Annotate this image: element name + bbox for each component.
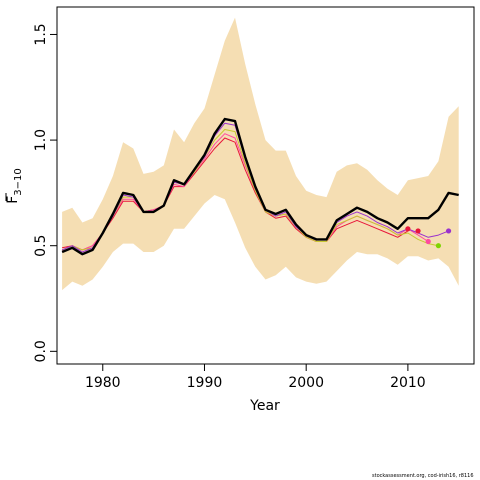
- terminal-point-2012: [425, 238, 431, 245]
- series-line-2: [61, 137, 409, 251]
- x-tick-label-2010: 2010: [390, 375, 426, 391]
- x-tick-label-1990: 1990: [187, 375, 223, 391]
- series-lines: [61, 117, 459, 256]
- terminal-point-2013: [435, 243, 442, 249]
- y-axis-title-main: F: [5, 196, 21, 204]
- svg-text:F3−10: F3−10: [5, 168, 24, 204]
- terminal-points: [405, 226, 452, 249]
- y-axis: 0.0 0.5 1.0 1.5: [33, 23, 57, 362]
- x-tick-label-1980: 1980: [85, 375, 121, 391]
- y-axis-title-sub: 3−10: [13, 168, 24, 195]
- x-axis: 1980 1990 2000 2010: [85, 364, 426, 391]
- series-line-1: [61, 117, 459, 256]
- terminal-point-2014: [445, 228, 452, 234]
- x-axis-title: Year: [249, 398, 280, 414]
- terminal-point-2010: [405, 226, 411, 232]
- terminal-point-2011: [415, 228, 421, 234]
- y-tick-label-3: 1.5: [33, 23, 49, 45]
- plot-frame: [56, 6, 475, 365]
- credit-text: stockassessment.org, cod-irish16, r8116: [372, 473, 474, 479]
- series-line-4: [61, 129, 439, 251]
- y-tick-label-2: 1.0: [33, 129, 49, 151]
- x-tick-label-2000: 2000: [288, 375, 324, 391]
- y-tick-label-1: 0.5: [33, 235, 49, 257]
- y-tick-label-0: 0.0: [33, 340, 49, 362]
- y-axis-title: F3−10: [5, 168, 24, 204]
